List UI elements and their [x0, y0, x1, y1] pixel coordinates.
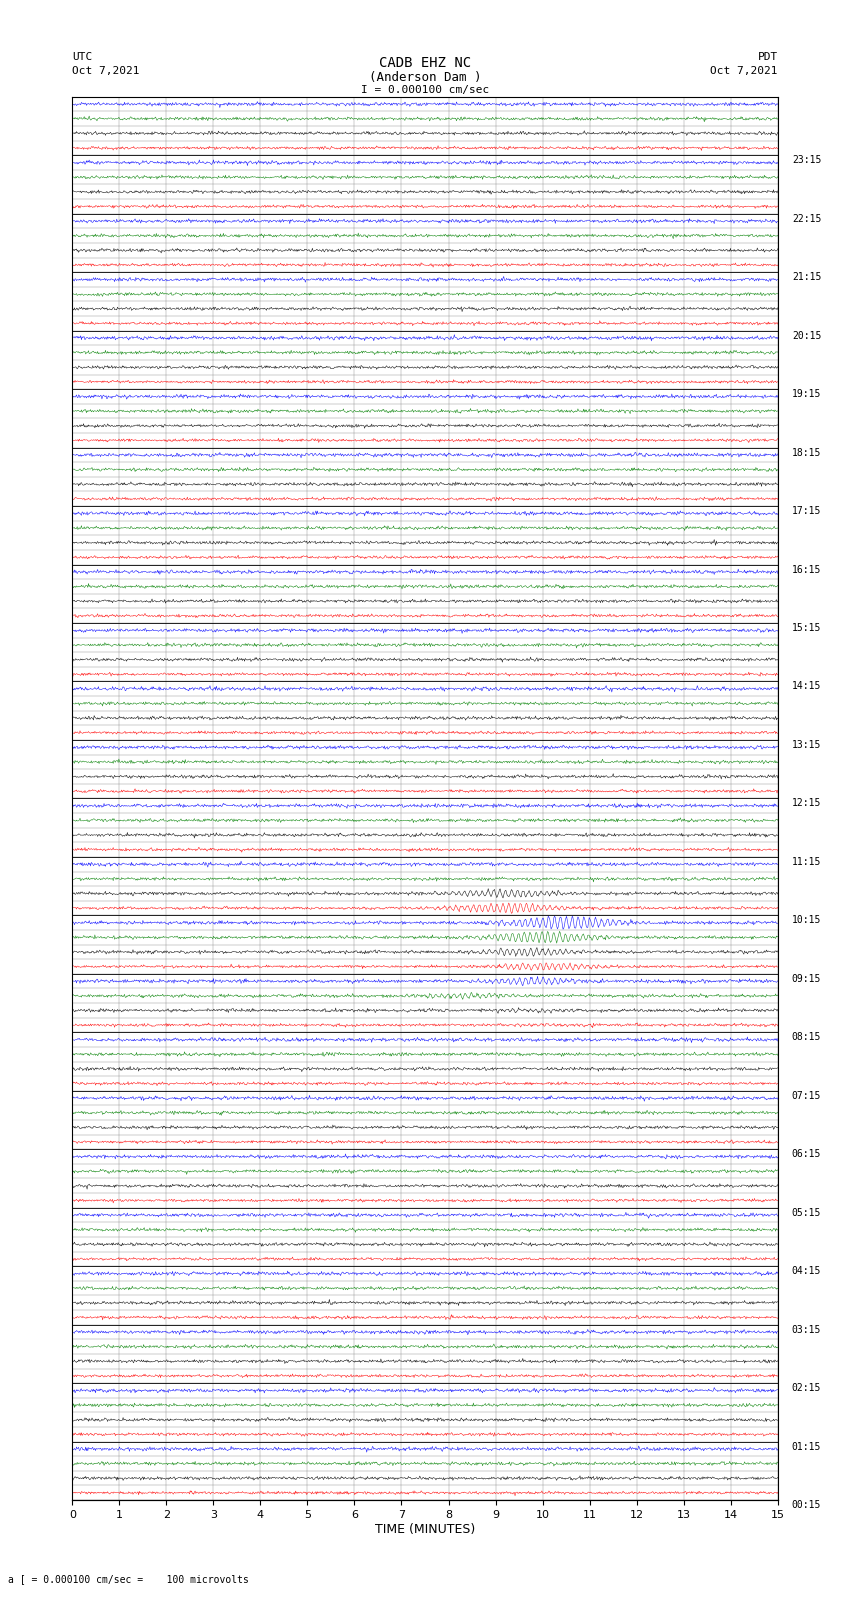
Text: 21:15: 21:15 — [792, 273, 821, 282]
Text: 02:15: 02:15 — [792, 1382, 821, 1394]
Text: 13:15: 13:15 — [792, 740, 821, 750]
Text: 11:15: 11:15 — [792, 857, 821, 866]
Text: PDT: PDT — [757, 52, 778, 61]
Text: a [ = 0.000100 cm/sec =    100 microvolts: a [ = 0.000100 cm/sec = 100 microvolts — [8, 1574, 249, 1584]
Text: 22:15: 22:15 — [792, 215, 821, 224]
Text: 06:15: 06:15 — [792, 1148, 821, 1160]
Text: Oct 7,2021: Oct 7,2021 — [72, 66, 139, 76]
Text: 20:15: 20:15 — [792, 331, 821, 340]
Text: 10:15: 10:15 — [792, 916, 821, 926]
Text: 18:15: 18:15 — [792, 447, 821, 458]
Text: 16:15: 16:15 — [792, 565, 821, 574]
Text: 07:15: 07:15 — [792, 1090, 821, 1100]
Text: 08:15: 08:15 — [792, 1032, 821, 1042]
X-axis label: TIME (MINUTES): TIME (MINUTES) — [375, 1523, 475, 1536]
Text: 15:15: 15:15 — [792, 623, 821, 632]
Text: I = 0.000100 cm/sec: I = 0.000100 cm/sec — [361, 85, 489, 95]
Text: CADB EHZ NC: CADB EHZ NC — [379, 56, 471, 71]
Text: 17:15: 17:15 — [792, 506, 821, 516]
Text: 12:15: 12:15 — [792, 798, 821, 808]
Text: 19:15: 19:15 — [792, 389, 821, 398]
Text: 00:15: 00:15 — [792, 1500, 821, 1510]
Text: 04:15: 04:15 — [792, 1266, 821, 1276]
Text: Oct 7,2021: Oct 7,2021 — [711, 66, 778, 76]
Text: 23:15: 23:15 — [792, 155, 821, 165]
Text: 03:15: 03:15 — [792, 1324, 821, 1334]
Text: (Anderson Dam ): (Anderson Dam ) — [369, 71, 481, 84]
Text: 14:15: 14:15 — [792, 682, 821, 692]
Text: UTC: UTC — [72, 52, 93, 61]
Text: 09:15: 09:15 — [792, 974, 821, 984]
Text: 01:15: 01:15 — [792, 1442, 821, 1452]
Text: 05:15: 05:15 — [792, 1208, 821, 1218]
